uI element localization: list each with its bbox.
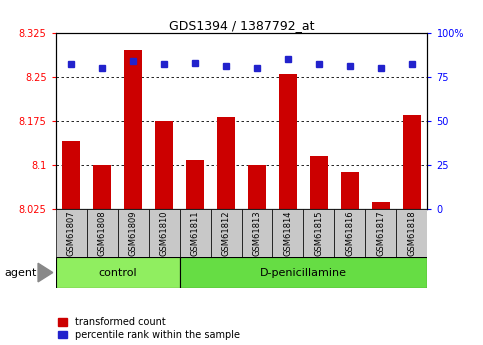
- Text: GSM61810: GSM61810: [159, 210, 169, 256]
- Text: agent: agent: [5, 268, 37, 277]
- Bar: [248, 165, 266, 209]
- Legend: transformed count, percentile rank within the sample: transformed count, percentile rank withi…: [58, 317, 240, 340]
- Text: GSM61815: GSM61815: [314, 210, 324, 256]
- Bar: [242, 209, 272, 257]
- Text: D-penicillamine: D-penicillamine: [260, 268, 347, 277]
- Bar: [117, 209, 149, 257]
- Bar: [366, 209, 397, 257]
- Text: GSM61808: GSM61808: [98, 210, 107, 256]
- Bar: [186, 160, 204, 209]
- Bar: [155, 121, 173, 209]
- Bar: [310, 156, 328, 209]
- Bar: [397, 209, 427, 257]
- Text: control: control: [98, 268, 137, 277]
- Bar: [62, 141, 80, 209]
- Polygon shape: [38, 263, 53, 282]
- Bar: [272, 209, 303, 257]
- Text: GSM61807: GSM61807: [67, 210, 75, 256]
- Bar: [56, 257, 180, 288]
- Text: GSM61817: GSM61817: [376, 210, 385, 256]
- Bar: [211, 209, 242, 257]
- Text: GSM61811: GSM61811: [190, 210, 199, 256]
- Bar: [180, 209, 211, 257]
- Bar: [334, 209, 366, 257]
- Bar: [56, 209, 86, 257]
- Bar: [124, 50, 142, 209]
- Text: GSM61816: GSM61816: [345, 210, 355, 256]
- Text: GSM61813: GSM61813: [253, 210, 261, 256]
- Bar: [149, 209, 180, 257]
- Bar: [180, 257, 427, 288]
- Bar: [372, 202, 390, 209]
- Bar: [341, 172, 359, 209]
- Bar: [93, 165, 112, 209]
- Bar: [303, 209, 334, 257]
- Text: GSM61814: GSM61814: [284, 210, 293, 256]
- Bar: [86, 209, 117, 257]
- Bar: [217, 117, 235, 209]
- Bar: [403, 115, 421, 209]
- Title: GDS1394 / 1387792_at: GDS1394 / 1387792_at: [169, 19, 314, 32]
- Text: GSM61809: GSM61809: [128, 210, 138, 256]
- Bar: [279, 74, 297, 209]
- Text: GSM61812: GSM61812: [222, 210, 230, 256]
- Text: GSM61818: GSM61818: [408, 210, 416, 256]
